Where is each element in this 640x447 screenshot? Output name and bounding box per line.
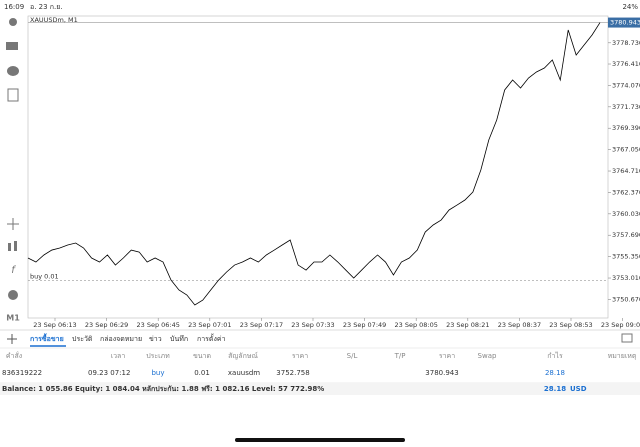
objects-icon[interactable] xyxy=(8,290,18,300)
x-tick-label: 23 Sep 06:45 xyxy=(137,321,180,329)
y-tick-label: 3771.730 xyxy=(612,103,640,111)
table-cell: 3752.758 xyxy=(276,369,309,377)
x-tick-label: 23 Sep 06:13 xyxy=(33,321,76,329)
x-tick-label: 23 Sep 06:29 xyxy=(85,321,128,329)
y-tick-label: 3767.050 xyxy=(612,146,640,154)
summary-currency: USD xyxy=(570,385,587,393)
summary-profit: 28.18 xyxy=(544,385,566,393)
x-tick-label: 23 Sep 09:09 xyxy=(601,321,640,329)
x-tick-label: 23 Sep 07:33 xyxy=(291,321,334,329)
summary-bg xyxy=(0,383,640,395)
table-header: กำไร xyxy=(547,351,563,360)
y-tick-label: 3753.010 xyxy=(612,274,640,282)
tab[interactable]: การซื้อขาย xyxy=(30,332,64,343)
candles-icon-2 xyxy=(14,241,17,251)
table-header: สัญลักษณ์ xyxy=(228,352,258,360)
trade-icon[interactable] xyxy=(6,42,18,50)
table-header: คำสั่ง xyxy=(6,351,22,360)
chat-icon[interactable] xyxy=(7,66,19,76)
table-cell: 09.23 07:12 xyxy=(88,369,130,377)
table-header: Swap xyxy=(478,352,497,360)
x-tick-label: 23 Sep 07:01 xyxy=(188,321,231,329)
current-price-box xyxy=(608,17,640,28)
table-header: ขนาด xyxy=(193,352,211,360)
table-header: เวลา xyxy=(111,352,126,360)
table-cell: 28.18 xyxy=(545,369,565,377)
x-tick-label: 23 Sep 07:49 xyxy=(343,321,386,329)
bottom-layer: การซื้อขาย ประวัติ กล่องจดหมาย ข่าว บันทึก กา… xyxy=(2,332,637,393)
chart-symbol: XAUUSDm, M1 xyxy=(30,16,78,24)
status-battery: 24% xyxy=(622,3,638,11)
layout-button[interactable] xyxy=(621,333,633,343)
buy-level-label: buy 0.01 xyxy=(30,272,59,280)
x-tick-label: 23 Sep 08:05 xyxy=(395,321,438,329)
y-tick-label: 3755.350 xyxy=(612,253,640,261)
status-time: 16:09 xyxy=(4,3,24,11)
table-cell: xauusdm xyxy=(228,369,260,377)
tab[interactable]: ข่าว xyxy=(149,335,162,343)
crosshair-icon[interactable] xyxy=(7,218,19,230)
y-tick-label: 3750.670 xyxy=(612,295,640,303)
table-cell: 3780.943 xyxy=(425,369,458,377)
y-tick-label: 3760.030 xyxy=(612,210,640,218)
table-header: หมายเหตุ xyxy=(608,352,637,360)
y-tick-label: 3764.710 xyxy=(612,167,640,175)
tab[interactable]: ประวัติ xyxy=(72,335,93,343)
new-order-button[interactable] xyxy=(7,334,17,344)
candles-icon[interactable] xyxy=(8,243,11,251)
y-tick-label: 3778.730 xyxy=(612,39,640,47)
indicator-icon[interactable]: f xyxy=(11,265,16,276)
y-tick-label: 3762.370 xyxy=(612,188,640,196)
table-header: ราคา xyxy=(292,352,308,360)
table-cell: buy xyxy=(151,369,164,377)
status-date: อ. 23 ก.ย. xyxy=(30,3,63,11)
y-tick-label: 3769.390 xyxy=(612,124,640,132)
x-tick-label: 23 Sep 07:17 xyxy=(240,321,283,329)
table-header: T/P xyxy=(394,352,406,360)
table-header: S/L xyxy=(347,352,358,360)
home-indicator xyxy=(235,438,405,442)
tab[interactable]: กล่องจดหมาย xyxy=(100,335,142,343)
table-cell: 0.01 xyxy=(194,369,210,377)
chart-frame xyxy=(27,15,609,319)
table-cell[interactable]: 836319222 xyxy=(2,369,42,377)
tab[interactable]: บันทึก xyxy=(170,334,188,343)
price-line xyxy=(27,22,601,306)
table-header: ราคา xyxy=(439,352,455,360)
timeframe-button[interactable]: M1 xyxy=(6,314,20,323)
left-toolbar: f xyxy=(6,18,19,300)
x-tick-label: 23 Sep 08:53 xyxy=(549,321,592,329)
x-tick-label: 23 Sep 08:21 xyxy=(446,321,489,329)
table-header: ประเภท xyxy=(146,352,170,360)
y-tick-label: 3757.690 xyxy=(612,231,640,239)
y-tick-label: 3776.410 xyxy=(612,60,640,68)
summary-text: Balance: 1 055.86 Equity: 1 084.04 หลักป… xyxy=(2,385,324,393)
x-tick-label: 23 Sep 08:37 xyxy=(498,321,541,329)
y-tick-label: 3774.070 xyxy=(612,81,640,89)
account-icon[interactable] xyxy=(9,18,17,26)
new-chart-icon[interactable] xyxy=(7,88,19,102)
current-price-label: 3780.943 xyxy=(610,19,640,27)
tab[interactable]: การตั้งค่า xyxy=(197,332,226,343)
chart-layer: 3778.730 3776.410 3774.070 3771.730 3769.390… xyxy=(27,17,640,329)
